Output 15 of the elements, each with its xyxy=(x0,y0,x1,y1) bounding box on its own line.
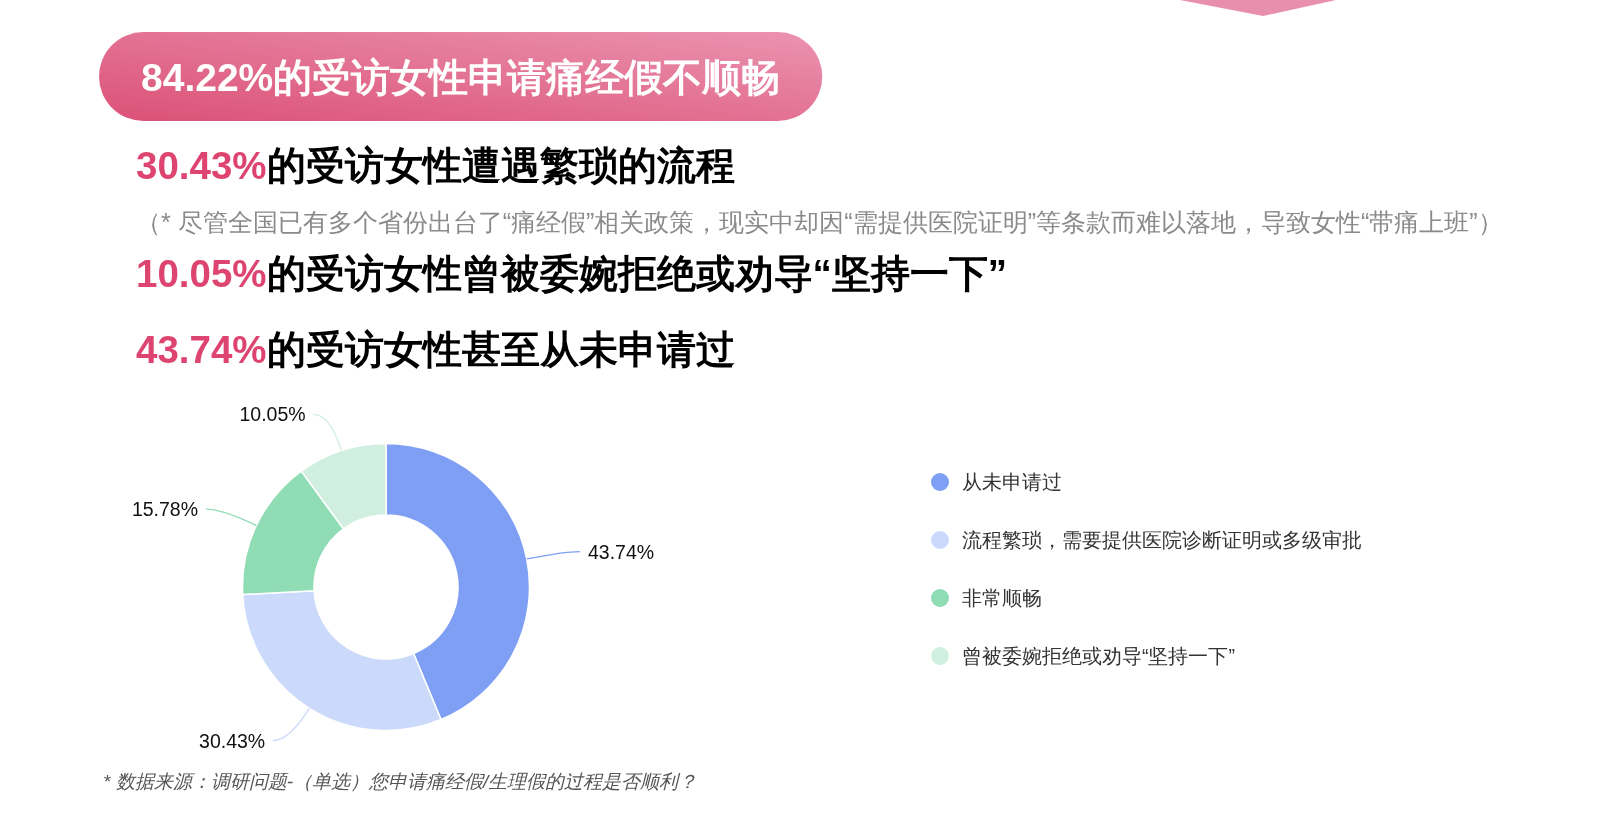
data-label: 43.74% xyxy=(588,540,655,563)
data-label: 10.05% xyxy=(239,403,306,426)
legend-label: 曾被委婉拒绝或劝导“坚持一下” xyxy=(962,645,1235,667)
data-label: 15.78% xyxy=(131,498,199,521)
legend-label: 非常顺畅 xyxy=(962,587,1042,609)
data-label: 30.43% xyxy=(199,729,266,752)
text: （* 尽管全国已有多个省份出台了“痛经假”相关政策，现实中却因“需提供医院证明”等条款而难以落地，导致女性“带痛上班”） xyxy=(136,208,1503,236)
text: 30.43%的受访女性遭遇繁琐的流程 xyxy=(136,143,735,187)
text: 10.05%的受访女性曾被委婉拒绝或劝导“坚持一下” xyxy=(136,251,1008,295)
legend-label: 流程繁琐，需要提供医院诊断证明或多级审批 xyxy=(962,529,1362,551)
text: * 数据来源：调研问题-（单选）您申请痛经假/生理假的过程是否顺利？ xyxy=(103,770,698,792)
title: 84.22%的受访女性申请痛经假不顺畅 xyxy=(99,32,823,121)
text: 43.74%的受访女性甚至从未申请过 xyxy=(136,327,735,371)
legend-label: 从未申请过 xyxy=(962,471,1062,493)
chart-title: 84.22%的受访女性申请痛经假不顺畅 xyxy=(141,55,781,99)
